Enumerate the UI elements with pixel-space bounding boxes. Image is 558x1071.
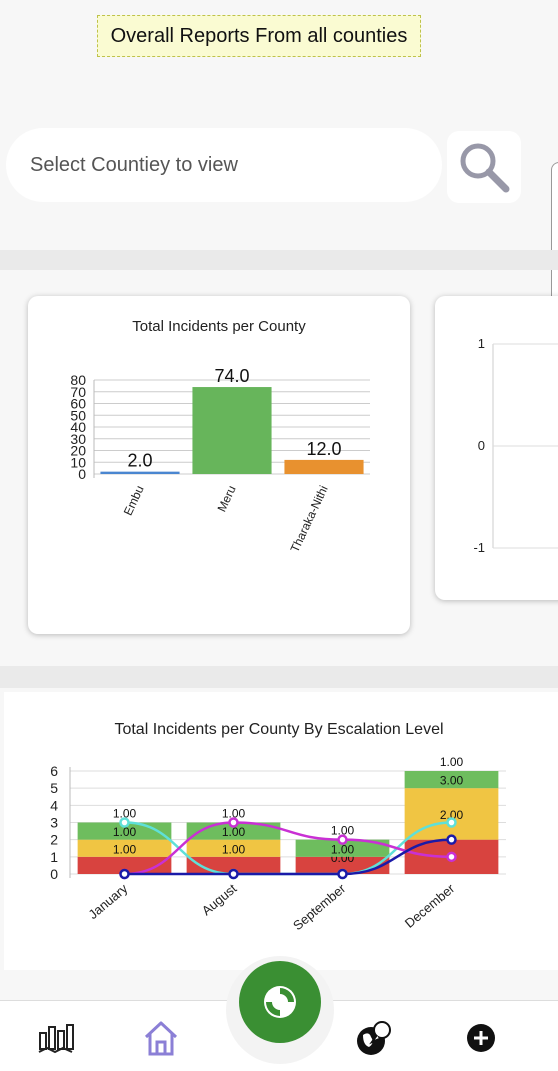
secondary-chart-card: 1 0 -1 [435,296,558,600]
line-point-navy [446,834,457,845]
segment-label: 1.00 [222,825,246,839]
y-tick-label: 20 [70,443,86,459]
page-title: Overall Reports From all counties [97,15,421,57]
escalation-chart-panel: Total Incidents per County By Escalation… [4,692,558,970]
bar-value-label: 2.0 [127,451,152,471]
stack-segment-yellow [186,839,281,857]
bar-total-label: 1.00 [440,755,464,769]
segment-label: 1.00 [331,842,355,856]
stack-segment-lightgreen [404,771,499,789]
x-tick-label: Embu [121,483,147,517]
y-tick-label: 1 [50,849,58,865]
refresh-fab[interactable] [239,961,321,1043]
line-point-navy [228,868,239,880]
incidents-per-county-chart: Total Incidents per County01020304050607… [70,318,370,555]
section-divider [0,250,558,270]
x-tick-label: August [199,881,240,919]
y-tick-label: 5 [50,780,58,796]
y-tick-label: 50 [70,407,86,423]
y-tick-label: 10 [70,454,86,470]
map-pin-icon [357,1021,391,1055]
segment-label: 1.00 [113,825,137,839]
y-tick-label: 6 [50,763,58,779]
county-search-input[interactable] [30,128,430,202]
escalation-level-chart: Total Incidents per County By Escalation… [50,721,506,933]
x-tick-label: January [85,880,130,922]
line-series-navy [124,838,452,876]
line-point-navy [119,868,130,880]
x-tick-label: December [402,880,458,930]
segment-label: 3.00 [440,774,464,788]
nav-home[interactable] [141,1018,181,1058]
y-tick-label: 60 [70,396,86,412]
y-tick-label: 80 [70,372,86,388]
y-tick-label: 0 [78,466,86,482]
y-tick-label: 70 [70,384,86,400]
y-tick-label: 3 [50,815,58,831]
nav-stats[interactable] [36,1018,76,1058]
bar-tharaka-nithi [284,459,364,474]
secondary-line-chart: 1 0 -1 [473,336,558,555]
search-icon [460,143,510,193]
page-title-text: Overall Reports From all counties [110,24,408,47]
chart-title: Total Incidents per County By Escalation… [114,721,443,738]
home-icon [144,1021,178,1056]
line-point-magenta [228,817,239,828]
y-tick-label: 1 [478,336,485,351]
x-tick-label: September [290,880,349,933]
line-series-magenta [124,821,452,876]
x-tick-label: Tharaka-Nithi [288,483,331,554]
segment-label: 1.00 [222,842,246,856]
refresh-icon [264,986,296,1018]
stack-segment-yellow [77,839,172,857]
incidents-per-county-card: Total Incidents per County 0 10 20 30 40 50 60 7… [28,296,410,634]
y-tick-label: 0 [50,866,58,882]
bar-embu [100,471,180,474]
nav-map[interactable] [354,1018,394,1058]
stack-segment-lightgreen [295,839,390,857]
bar-total-label: 1.00 [113,807,137,821]
segment-label: 2.00 [440,808,464,822]
y-tick-label: 30 [70,431,86,447]
chart-title: Total Incidents per County [132,318,306,335]
stats-icon [38,1024,74,1054]
x-tick-label: Meru [214,483,238,514]
line-point-magenta [337,834,348,845]
line-point-magenta [446,851,457,863]
line-point-navy [337,868,348,880]
y-tick-label: 40 [70,419,86,435]
segment-label: 1.00 [113,842,137,856]
line-point-cyan [119,817,130,828]
y-tick-label: 0 [478,438,485,453]
bar-value-label: 12.0 [306,439,341,459]
y-tick-label: -1 [473,540,485,555]
nav-add[interactable] [461,1018,501,1058]
bar-meru [192,387,272,474]
y-tick-label: 2 [50,832,58,848]
bar-total-label: 1.00 [222,807,246,821]
bar-total-label: 1.00 [331,824,355,838]
line-point-cyan [446,817,457,828]
section-divider [0,666,558,688]
bar-value-label: 74.0 [214,366,249,386]
add-icon [467,1024,495,1052]
y-tick-label: 4 [50,797,58,813]
search-button[interactable] [447,131,521,203]
county-search-bar [6,128,442,202]
